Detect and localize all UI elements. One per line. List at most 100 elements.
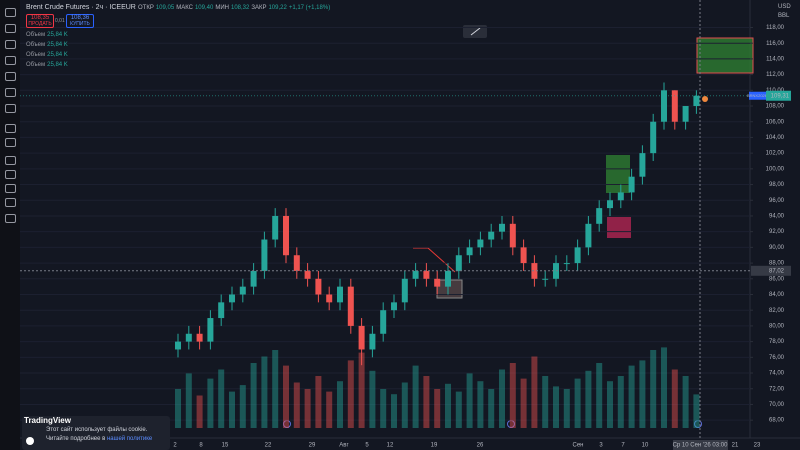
x-tick-label: 21 — [732, 443, 739, 449]
x-tick-label: Авг — [339, 443, 349, 449]
stat-value: 108,32 — [230, 5, 250, 11]
x-tick-label: 23 — [754, 443, 761, 449]
y-tick-label: 86,00 — [769, 276, 785, 282]
volume-bar — [693, 394, 700, 428]
volume-bar — [639, 360, 646, 428]
y-tick-label: 94,00 — [769, 214, 785, 220]
drawing-arrow[interactable] — [413, 247, 456, 273]
candle-body — [358, 325, 365, 350]
candle-body — [499, 223, 505, 232]
tool-icon[interactable] — [5, 72, 16, 81]
indicator-value: 25,84 K — [47, 62, 68, 68]
last-symbol: BRNX2026 — [747, 93, 768, 98]
volume-bar — [455, 391, 462, 428]
candle-body — [391, 302, 397, 311]
tool-icon[interactable] — [5, 214, 16, 223]
drawing-box[interactable] — [696, 37, 754, 74]
x-tick-label: 3 — [599, 443, 603, 449]
volume-bar — [337, 381, 343, 428]
volume-bar — [283, 365, 289, 428]
tool-icon[interactable] — [5, 40, 16, 49]
candle-body — [661, 90, 667, 122]
candle-body — [574, 247, 581, 264]
volume-bar — [542, 376, 549, 428]
y-tick-label: 116,00 — [766, 41, 785, 47]
volume-bar — [682, 376, 689, 428]
currency-unit[interactable]: USD — [778, 4, 791, 10]
candle-body — [563, 263, 570, 265]
candle-body — [196, 333, 203, 342]
candle-body — [239, 286, 246, 295]
x-tick-label: 8 — [199, 443, 203, 449]
volume-bar — [531, 356, 538, 428]
tool-icon[interactable] — [5, 184, 16, 193]
tool-icon[interactable] — [5, 8, 16, 17]
candle-body — [218, 302, 225, 319]
candle-body — [369, 333, 376, 350]
indicator[interactable]: Объем 25,84 K — [26, 60, 70, 70]
cookie-link[interactable]: нашей политике — [106, 436, 153, 442]
volume-bar — [661, 347, 667, 428]
y-tick-label: 70,00 — [769, 402, 785, 408]
candle-body — [542, 278, 549, 280]
y-tick-label: 80,00 — [769, 323, 785, 329]
indicator-name: Объем — [26, 52, 46, 58]
tool-icon[interactable] — [5, 56, 16, 65]
logo: TradingView — [24, 416, 71, 425]
indicator[interactable]: Объем 25,84 K — [26, 50, 70, 60]
symbol-title[interactable]: Brent Crude Futures · 2ч · ICEEUR — [26, 4, 136, 11]
y-tick-label: 118,00 — [766, 25, 785, 31]
candle-body — [596, 208, 603, 224]
y-tick-label: 76,00 — [769, 355, 785, 361]
buy-button[interactable]: 108,36 КУПИТЬ — [66, 14, 94, 28]
volume-bar — [304, 389, 311, 428]
candle-body — [509, 223, 516, 248]
last-price: 109,31 — [771, 93, 790, 99]
y-tick-label: 90,00 — [769, 245, 785, 251]
tool-icon[interactable] — [5, 198, 16, 207]
tool-icon[interactable] — [5, 170, 16, 179]
drawing-box[interactable] — [606, 155, 630, 193]
candle-body — [477, 239, 484, 248]
volume-bar — [628, 365, 635, 428]
candle-body — [261, 239, 268, 271]
cookie-text: Этот сайт использует файлы cookie. — [46, 427, 148, 433]
tool-icon[interactable] — [5, 104, 16, 113]
candle-body — [229, 294, 235, 303]
tool-icon[interactable] — [5, 88, 16, 97]
volume-bar — [585, 370, 592, 428]
volume-bar — [239, 385, 246, 428]
volume-bar — [250, 363, 257, 428]
tool-icon[interactable] — [5, 124, 16, 133]
quantity-unit[interactable]: BBL — [778, 13, 790, 19]
drawing-box[interactable] — [607, 217, 631, 238]
candle-body — [272, 215, 279, 240]
volume-bar — [499, 369, 505, 428]
sell-button[interactable]: 108,35 ПРОДАТЬ — [26, 14, 54, 28]
alert-dot[interactable] — [702, 96, 708, 102]
tool-icon[interactable] — [5, 138, 16, 147]
volume-bar — [229, 391, 235, 428]
y-tick-label: 104,00 — [766, 135, 785, 141]
tool-icon[interactable] — [5, 156, 16, 165]
volume-bar — [412, 365, 419, 428]
indicator[interactable]: Объем 25,84 K — [26, 40, 70, 50]
candle-body — [337, 286, 343, 303]
volume-bar — [553, 386, 559, 428]
indicator[interactable]: Объем 25,84 K — [26, 30, 70, 40]
y-tick-label: 102,00 — [766, 151, 785, 157]
volume-bar — [563, 389, 570, 428]
stat-label: ОТКР — [138, 5, 154, 11]
tool-icon[interactable] — [5, 24, 16, 33]
volume-bar — [293, 382, 300, 428]
cookie-text: Читайте подробнее в — [46, 436, 106, 442]
y-tick-label: 92,00 — [769, 229, 785, 235]
volume-bar — [315, 376, 322, 428]
stat-change: +1,17 (+1,18%) — [288, 5, 331, 11]
candle-body — [488, 231, 495, 240]
volume-bar — [272, 350, 279, 428]
volume-bar — [445, 383, 451, 428]
y-tick-label: 74,00 — [769, 371, 785, 377]
volume-bar — [261, 356, 268, 428]
